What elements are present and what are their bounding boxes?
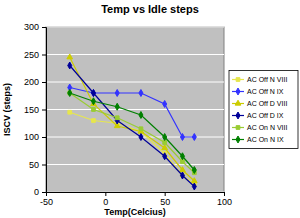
series-point [139,90,143,97]
series-point [92,108,96,112]
tick: 200 [24,77,46,87]
series-point [180,153,184,160]
tick: 250 [24,50,46,60]
series-line [70,93,195,173]
tick: 100 [217,192,232,207]
grid-line [46,164,224,165]
tick-mark [165,192,166,196]
tick-label: 150 [24,105,39,115]
chart-title: Temp vs Idle steps [101,3,199,15]
tick-mark [105,192,106,196]
y-axis: 0 50 100 150 200 250 300 [24,22,47,197]
tick-mark [42,82,46,83]
legend-label: AC Off D IX [247,112,284,119]
legend-label: AC Off N VIII [247,76,287,83]
series-point [192,183,196,190]
tick: -50 [40,192,53,207]
series-point [192,134,196,141]
series-point [163,134,167,141]
tick: 50 [29,160,46,170]
series-point [139,134,143,141]
series-point [91,90,95,97]
tick-mark [42,165,46,166]
series-point [139,127,143,131]
series-point [68,62,72,69]
series-point [115,90,119,97]
series-point [92,119,96,123]
series-point [68,90,72,97]
series-point [191,178,197,183]
tick-label: 250 [24,50,39,60]
tick-label: 50 [160,197,170,207]
series-point [163,101,167,108]
series-point [192,167,196,174]
tick-mark [42,137,46,138]
chart: -50050100050100150200250300Temp vs Idle … [0,0,300,218]
series-point [68,110,72,114]
series-line [70,57,195,181]
tick: 300 [24,22,46,32]
grid-line [46,109,224,110]
tick-mark [42,27,46,28]
legend-label: AC Off N IX [247,88,284,95]
legend-marker [236,88,240,95]
y-axis-title: ISCV (steps) [2,83,12,136]
tick: 0 [34,187,46,197]
plot [67,54,197,190]
tick-mark [42,55,46,56]
series-point [139,112,143,119]
tick-label: 300 [24,22,39,32]
tick-label: -50 [40,197,53,207]
plot-area [46,27,224,192]
legend: AC Off N VIII AC Off N IX AC Off D VIII AC … [229,71,298,149]
series-point [67,54,73,59]
grid-line [46,54,224,55]
series-point [180,167,186,172]
series-point [180,134,184,141]
legend-marker [235,100,241,105]
x-axis: -50 0 50 100 [40,192,232,207]
legend-label: AC On N VIII [247,124,288,131]
tick-mark [42,192,46,193]
tick-label: 50 [29,160,39,170]
grid [46,27,224,192]
series-point [91,98,95,105]
axis-line [42,28,47,193]
legend-marker [236,78,240,82]
legend-marker [236,136,240,143]
x-axis-title: Temp(Celcius) [104,207,165,217]
tick-label: 100 [24,132,39,142]
grid-line [46,82,224,83]
series-line [70,93,195,170]
tick-label: 0 [103,197,108,207]
series-line [70,66,195,187]
tick-label: 100 [217,197,232,207]
series-point [115,103,119,110]
tick: 50 [160,192,170,207]
tick: 100 [24,132,46,142]
tick: 150 [24,105,46,115]
axis-line [47,193,225,197]
legend-label: AC On N IX [247,136,284,143]
legend-marker [236,112,240,119]
series-point [180,172,184,179]
legend-marker [236,126,240,130]
legend-box [229,71,298,149]
series-point [115,116,119,120]
tick-label: 0 [34,187,39,197]
tick-mark [224,192,225,196]
tick-label: 200 [24,77,39,87]
tick: 0 [103,192,108,207]
grid-line [46,137,224,138]
legend-label: AC Off D VIII [247,100,287,107]
grid-line [46,27,224,28]
tick-mark [42,110,46,111]
series-point [163,153,167,160]
